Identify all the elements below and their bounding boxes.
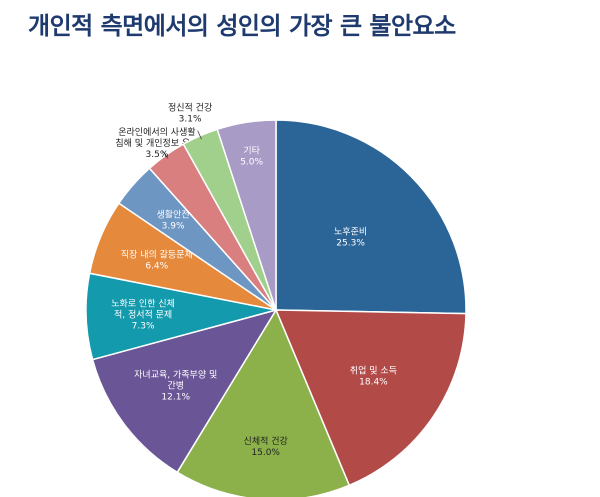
pie-slice — [275, 119, 467, 315]
slice-category-label: 생활안전 — [157, 208, 190, 220]
slice-value-label: 3.1% — [179, 115, 202, 125]
slice-value-label: 15.0% — [251, 448, 280, 458]
slice-value-label: 25.3% — [336, 238, 365, 248]
slice-category-label: 정신적 건강 — [168, 102, 212, 114]
pie-slice — [176, 308, 351, 497]
slice-category-label: 직장 내의 갈등문제 — [121, 250, 193, 261]
slice-value-label: 5.0% — [240, 158, 263, 168]
slice-category-label: 간병 — [167, 380, 184, 391]
slice-category-label: 노화로 인한 신체 — [111, 299, 175, 310]
slice-value-label: 7.3% — [132, 322, 155, 332]
slice-value-label: 3.9% — [162, 221, 185, 231]
pie-slice — [91, 308, 278, 474]
chart-title: 개인적 측면에서의 성인의 가장 큰 불안요소 — [28, 12, 456, 40]
slice-category-label: 취업 및 소득 — [350, 365, 397, 377]
leader-line — [197, 130, 202, 140]
slice-category-label: 노후준비 — [334, 226, 367, 237]
slice-value-label: 18.4% — [359, 378, 388, 388]
pie-slice — [216, 119, 277, 311]
slice-category-label: 기타 — [243, 146, 260, 157]
pie-slice — [274, 309, 467, 487]
slice-value-label: 3.5% — [146, 150, 169, 160]
slice-value-label: 6.4% — [145, 262, 168, 272]
slice-category-label: 침해 및 개인정보 유출 — [115, 137, 198, 149]
slice-category-label: 신체적 건강 — [244, 435, 288, 447]
leader-line — [162, 150, 169, 159]
slice-category-label: 적, 정서적 문제 — [114, 309, 172, 321]
slice-category-label: 자녀교육, 가족부양 및 — [134, 368, 217, 380]
slice-value-label: 12.1% — [161, 392, 190, 402]
slice-category-label: 온라인에서의 사생활 — [118, 126, 195, 138]
